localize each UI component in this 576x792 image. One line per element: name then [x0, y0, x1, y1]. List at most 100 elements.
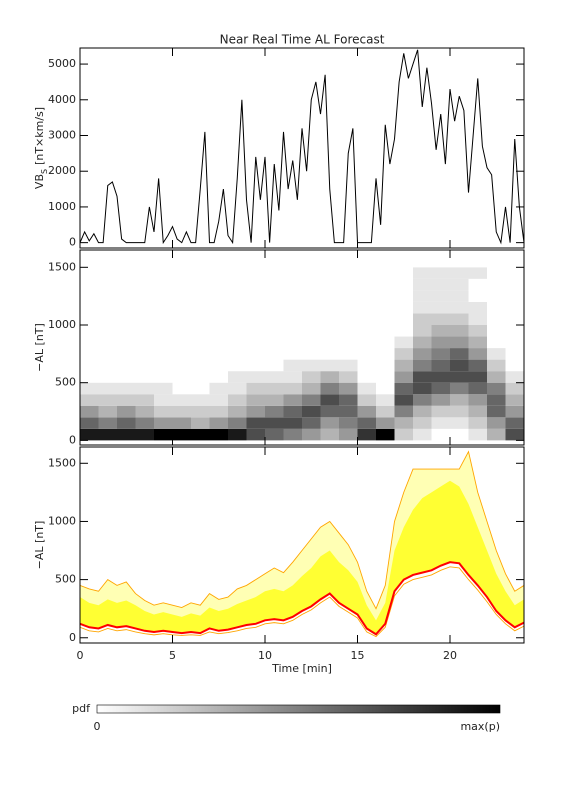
pdf-cell — [283, 313, 302, 325]
pdf-cell — [487, 290, 506, 302]
pdf-cell — [191, 371, 210, 383]
pdf-cell — [376, 278, 395, 291]
pdf-cell — [320, 359, 339, 372]
pdf-cell — [487, 394, 506, 406]
pdf-cell — [431, 267, 450, 279]
pdf-cell — [394, 371, 413, 383]
pdf-cell — [283, 290, 302, 302]
pdf-cell — [302, 382, 321, 395]
pdf-cell — [468, 405, 487, 418]
y-tick-label: 500 — [55, 573, 76, 586]
pdf-cell — [172, 382, 191, 395]
pdf-cell — [191, 348, 210, 360]
pdf-cell — [505, 255, 524, 268]
pdf-cell — [98, 359, 117, 372]
pdf-cell — [431, 417, 450, 429]
pdf-cell — [468, 359, 487, 372]
pdf-cell — [320, 394, 339, 406]
colorbar-tick-label: max(p) — [460, 720, 500, 733]
pdf-cell — [98, 313, 117, 325]
pdf-cell — [302, 325, 321, 337]
pdf-cell — [209, 278, 228, 291]
pdf-cell — [431, 313, 450, 325]
pdf-cell — [172, 359, 191, 372]
pdf-cell — [228, 325, 247, 337]
pdf-cell — [98, 382, 117, 395]
pdf-cell — [80, 313, 99, 325]
pdf-cell — [320, 290, 339, 302]
pdf-cell — [117, 336, 136, 349]
pdf-cell — [283, 278, 302, 291]
pdf-cell — [117, 325, 136, 337]
pdf-cell — [357, 290, 376, 302]
pdf-cell — [302, 428, 321, 441]
pdf-cell — [80, 336, 99, 349]
pdf-cell — [265, 255, 284, 268]
pdf-cell — [172, 348, 191, 360]
pdf-cell — [339, 359, 358, 372]
pdf-cell — [487, 325, 506, 337]
pdf-cell — [339, 428, 358, 441]
pdf-cell — [339, 255, 358, 268]
pdf-cell — [431, 290, 450, 302]
pdf-cell — [505, 278, 524, 291]
pdf-cell — [191, 405, 210, 418]
pdf-cell — [265, 313, 284, 325]
pdf-cell — [283, 336, 302, 349]
pdf-cell — [487, 267, 506, 279]
pdf-cell — [154, 325, 173, 337]
pdf-cell — [468, 267, 487, 279]
pdf-cell — [357, 428, 376, 441]
pdf-cell — [265, 382, 284, 395]
pdf-cell — [80, 417, 99, 429]
pdf-cell — [376, 336, 395, 349]
pdf-cell — [357, 313, 376, 325]
envelope-upper — [80, 450, 524, 610]
pdf-cell — [191, 325, 210, 337]
pdf-cell — [394, 301, 413, 314]
pdf-cell — [431, 255, 450, 268]
pdf-cell — [320, 405, 339, 418]
y-tick-label: 0 — [69, 631, 76, 644]
pdf-cell — [357, 394, 376, 406]
pdf-cell — [191, 278, 210, 291]
pdf-cell — [487, 348, 506, 360]
pdf-cell — [209, 267, 228, 279]
pdf-cell — [135, 348, 154, 360]
pdf-cell — [376, 371, 395, 383]
pdf-cell — [468, 336, 487, 349]
pdf-cell — [357, 336, 376, 349]
pdf-cell — [320, 313, 339, 325]
pdf-cell — [228, 417, 247, 429]
pdf-cell — [431, 428, 450, 441]
pdf-cell — [246, 348, 265, 360]
pdf-cell — [302, 336, 321, 349]
pdf-cell — [376, 301, 395, 314]
pdf-cell — [376, 313, 395, 325]
pdf-cell — [413, 405, 432, 418]
pdf-cell — [228, 313, 247, 325]
pdf-cell — [357, 371, 376, 383]
pdf-cell — [468, 428, 487, 441]
pdf-cell — [228, 382, 247, 395]
pdf-cell — [394, 428, 413, 441]
pdf-cell — [265, 405, 284, 418]
pdf-cell — [376, 290, 395, 302]
pdf-cell — [135, 371, 154, 383]
pdf-cell — [394, 267, 413, 279]
pdf-cell — [80, 255, 99, 268]
pdf-cell — [431, 394, 450, 406]
pdf-cell — [283, 325, 302, 337]
plot-area — [80, 450, 524, 638]
pdf-cell — [135, 278, 154, 291]
pdf-cell — [431, 325, 450, 337]
pdf-cell — [505, 301, 524, 314]
pdf-cell — [283, 348, 302, 360]
y-tick-label: 500 — [55, 376, 76, 389]
pdf-cell — [413, 417, 432, 429]
pdf-cell — [265, 290, 284, 302]
pdf-cell — [117, 255, 136, 268]
pdf-cell — [191, 394, 210, 406]
pdf-cell — [135, 267, 154, 279]
pdf-cell — [209, 394, 228, 406]
